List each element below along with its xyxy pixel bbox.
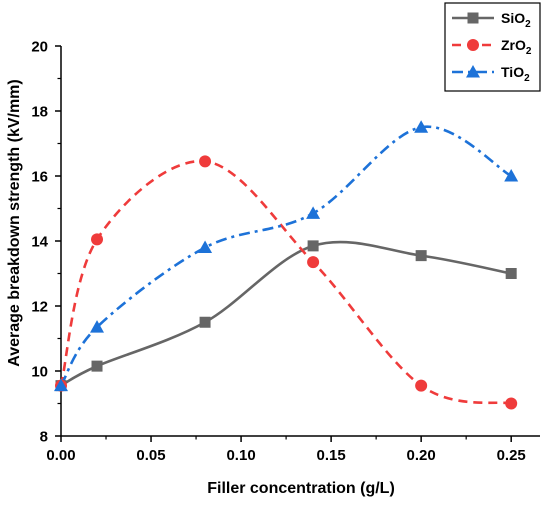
zro2-legend-marker <box>467 39 479 51</box>
x-tick-label: 0.15 <box>317 447 346 464</box>
x-tick-label: 0.25 <box>497 447 526 464</box>
tio2-series-line <box>59 125 512 387</box>
x-tick-label: 0.10 <box>226 447 255 464</box>
zro2-legend-label: ZrO2 <box>501 37 532 57</box>
sio2-data-point <box>199 316 211 328</box>
y-tick-label: 10 <box>31 364 48 381</box>
x-tick-label: 0.00 <box>46 447 75 464</box>
legend: SiO2 ZrO2 TiO2 <box>444 2 541 92</box>
x-axis-title: Filler concentration (g/L) <box>207 480 395 497</box>
sio2-legend-marker <box>467 12 479 24</box>
sio2-data-point <box>415 250 427 262</box>
y-tick-label: 14 <box>31 234 48 251</box>
sio2-data-point <box>91 360 103 372</box>
zro2-data-point <box>415 379 428 392</box>
y-tick-label: 20 <box>31 39 48 56</box>
zro2-data-point <box>199 155 212 168</box>
tio2-data-point <box>306 206 321 219</box>
sio2-legend-label: SiO2 <box>501 10 531 30</box>
tio2-data-point <box>54 378 68 392</box>
y-axis-title: Average breakdown strength (kV/mm) <box>6 79 23 366</box>
zro2-series-line <box>59 160 512 405</box>
tio2-legend-marker <box>466 65 480 78</box>
sio2-data-point <box>505 268 517 279</box>
zro2-data-point <box>307 256 320 269</box>
sio2-data-point <box>307 240 319 252</box>
y-tick-label: 12 <box>31 299 48 316</box>
zro2-data-point <box>505 397 518 410</box>
tio2-data-point <box>414 120 429 133</box>
y-tick-label: 16 <box>31 169 48 186</box>
tio2-data-point <box>90 320 105 333</box>
tio2-legend-label: TiO2 <box>501 64 530 84</box>
tio2-data-point <box>198 240 213 253</box>
tio2-data-point <box>504 169 519 182</box>
zro2-data-point <box>91 233 104 246</box>
y-tick-label: 18 <box>31 104 48 121</box>
y-tick-label: 8 <box>40 429 48 446</box>
x-tick-label: 0.05 <box>136 447 165 464</box>
sio2-series-line <box>60 240 512 387</box>
x-tick-label: 0.20 <box>407 447 436 464</box>
